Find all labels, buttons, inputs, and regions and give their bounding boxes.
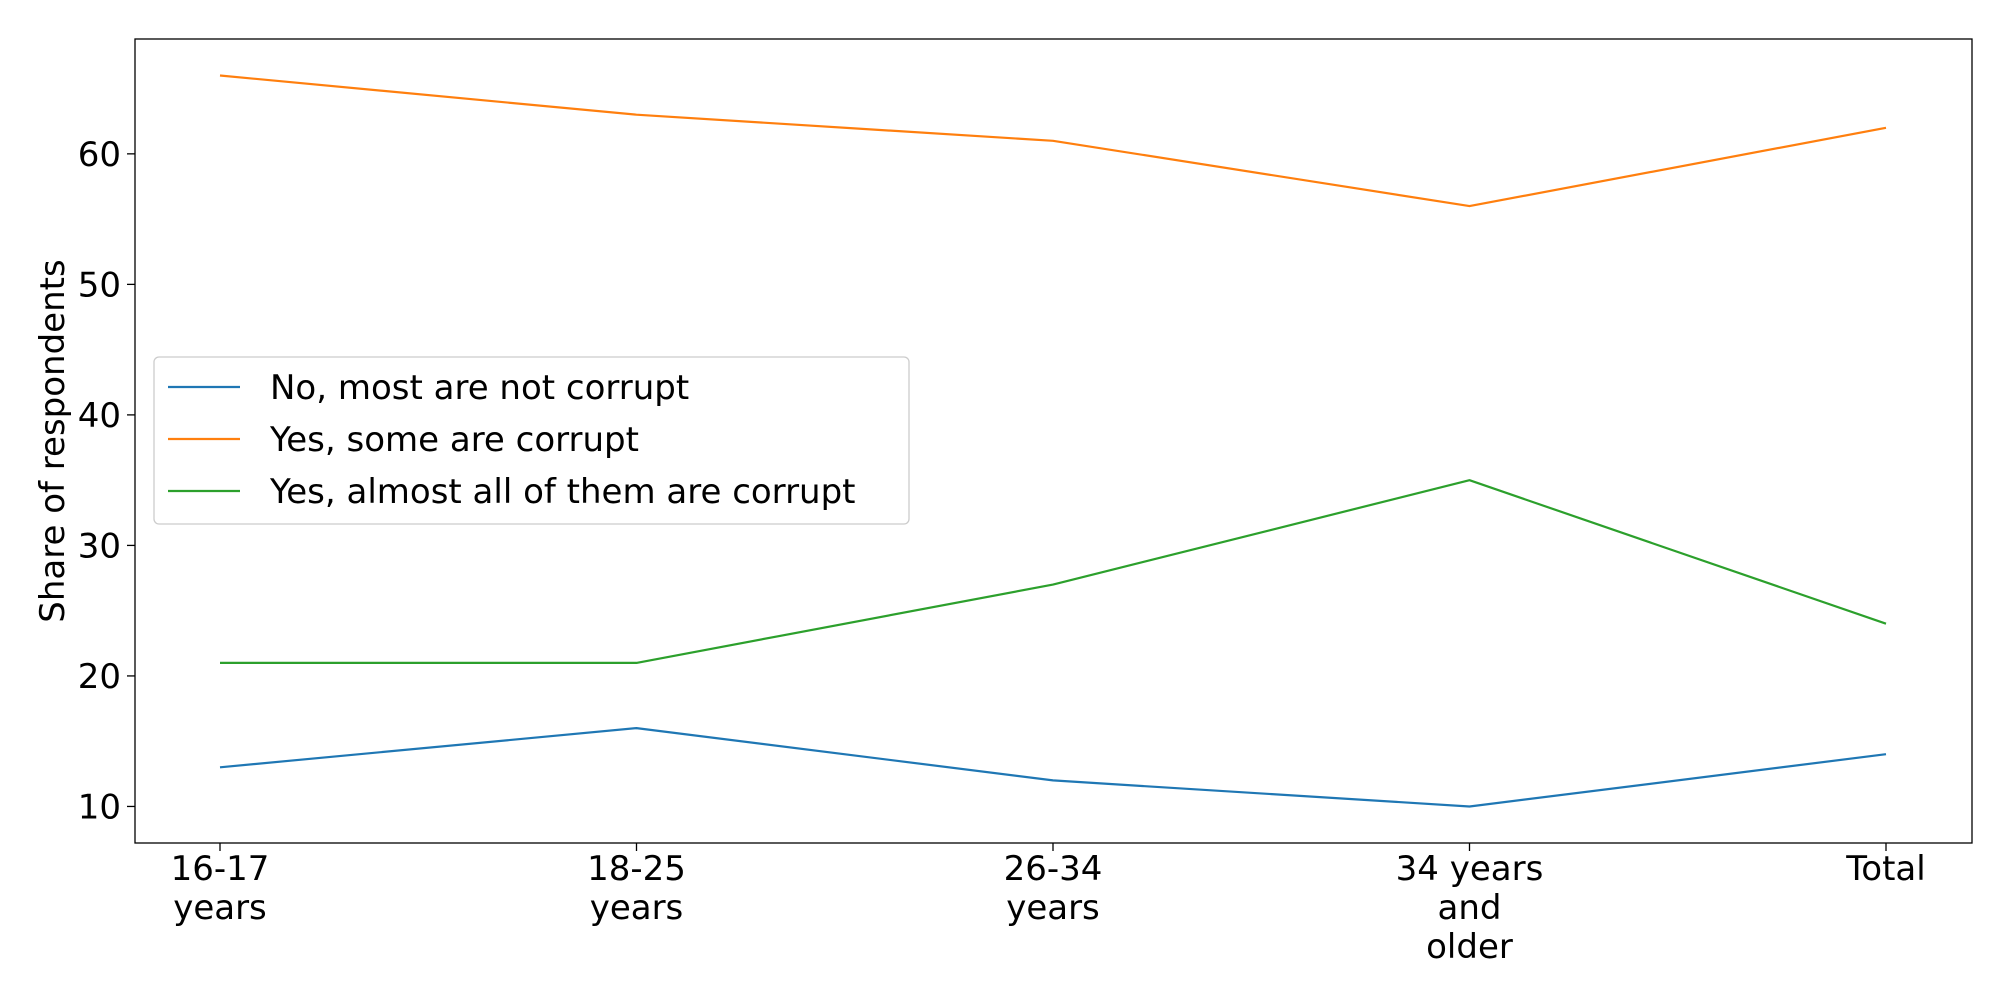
x-tick-label: 18-25 years xyxy=(587,849,686,928)
x-tick-label: Total xyxy=(1845,849,1925,889)
series-line-1 xyxy=(219,74,1887,208)
x-tick-label: 34 years and older xyxy=(1396,849,1544,967)
x-axis: 16-17 years 18-25 years 26-34 years 34 years an… xyxy=(171,843,1926,967)
x-tick-label: 16-17 years xyxy=(171,849,270,928)
y-axis-label: Share of respondents xyxy=(33,259,73,622)
series-line-2 xyxy=(220,479,1887,665)
x-tick-label: 26-34 years xyxy=(1004,849,1103,928)
y-tick-label: 40 xyxy=(78,396,121,436)
legend-label-0: No, most are not corrupt xyxy=(270,368,689,408)
y-tick-label: 10 xyxy=(78,787,121,827)
legend-box xyxy=(153,356,910,525)
series-line-0 xyxy=(219,726,1887,808)
y-axis: 10 20 30 40 50 60 xyxy=(78,135,135,827)
legend-label-2: Yes, almost all of them are corrupt xyxy=(269,472,856,512)
plot-area xyxy=(219,74,1887,808)
y-tick-label: 50 xyxy=(78,265,121,305)
y-tick-label: 30 xyxy=(78,526,121,566)
legend-label-1: Yes, some are corrupt xyxy=(269,420,639,460)
y-tick-label: 20 xyxy=(78,657,121,697)
y-tick-label: 60 xyxy=(78,135,121,175)
legend: No, most are not corrupt Yes, some are co… xyxy=(153,356,910,525)
